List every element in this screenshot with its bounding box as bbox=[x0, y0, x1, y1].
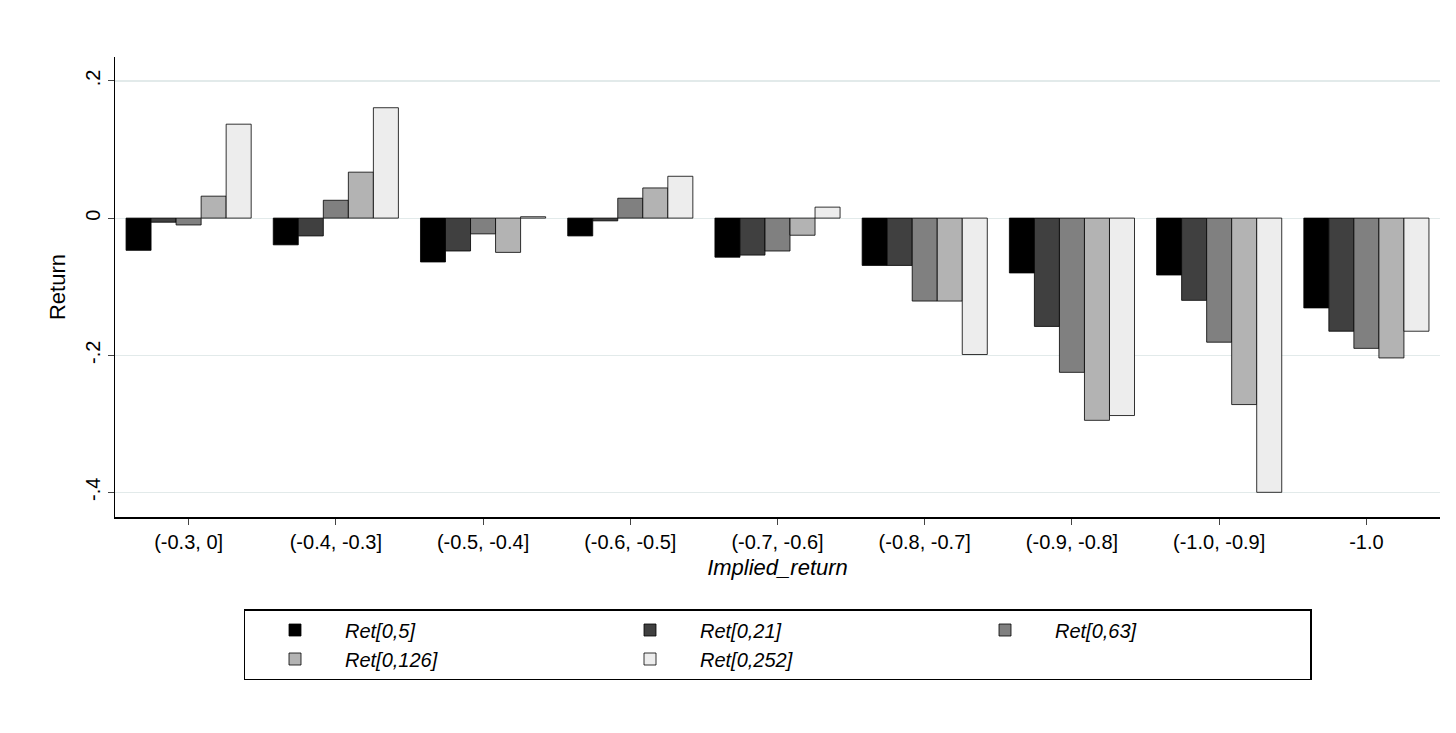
svg-text:Ret[0,63]: Ret[0,63] bbox=[1055, 620, 1137, 642]
svg-text:(-0.6, -0.5]: (-0.6, -0.5] bbox=[584, 531, 676, 553]
svg-text:Ret[0,21]: Ret[0,21] bbox=[700, 620, 782, 642]
svg-text:-1.0: -1.0 bbox=[1349, 531, 1383, 553]
svg-text:Implied_return: Implied_return bbox=[707, 555, 848, 580]
svg-text:(-0.3, 0]: (-0.3, 0] bbox=[154, 531, 223, 553]
svg-text:(-0.5, -0.4]: (-0.5, -0.4] bbox=[437, 531, 529, 553]
svg-text:(-0.8, -0.7]: (-0.8, -0.7] bbox=[879, 531, 971, 553]
svg-text:Return: Return bbox=[45, 254, 70, 320]
svg-text:Ret[0,252]: Ret[0,252] bbox=[700, 649, 793, 671]
svg-text:(-1.0, -0.9]: (-1.0, -0.9] bbox=[1173, 531, 1265, 553]
svg-text:(-0.4, -0.3]: (-0.4, -0.3] bbox=[290, 531, 382, 553]
svg-text:Ret[0,126]: Ret[0,126] bbox=[345, 649, 438, 671]
svg-text:Ret[0,5]: Ret[0,5] bbox=[345, 620, 415, 642]
svg-text:-.2: -.2 bbox=[82, 341, 104, 364]
svg-text:-.4: -.4 bbox=[82, 478, 104, 501]
svg-text:.2: .2 bbox=[82, 70, 104, 87]
svg-text:(-0.7, -0.6]: (-0.7, -0.6] bbox=[731, 531, 823, 553]
svg-text:(-0.9, -0.8]: (-0.9, -0.8] bbox=[1026, 531, 1118, 553]
svg-text:0: 0 bbox=[82, 210, 104, 221]
